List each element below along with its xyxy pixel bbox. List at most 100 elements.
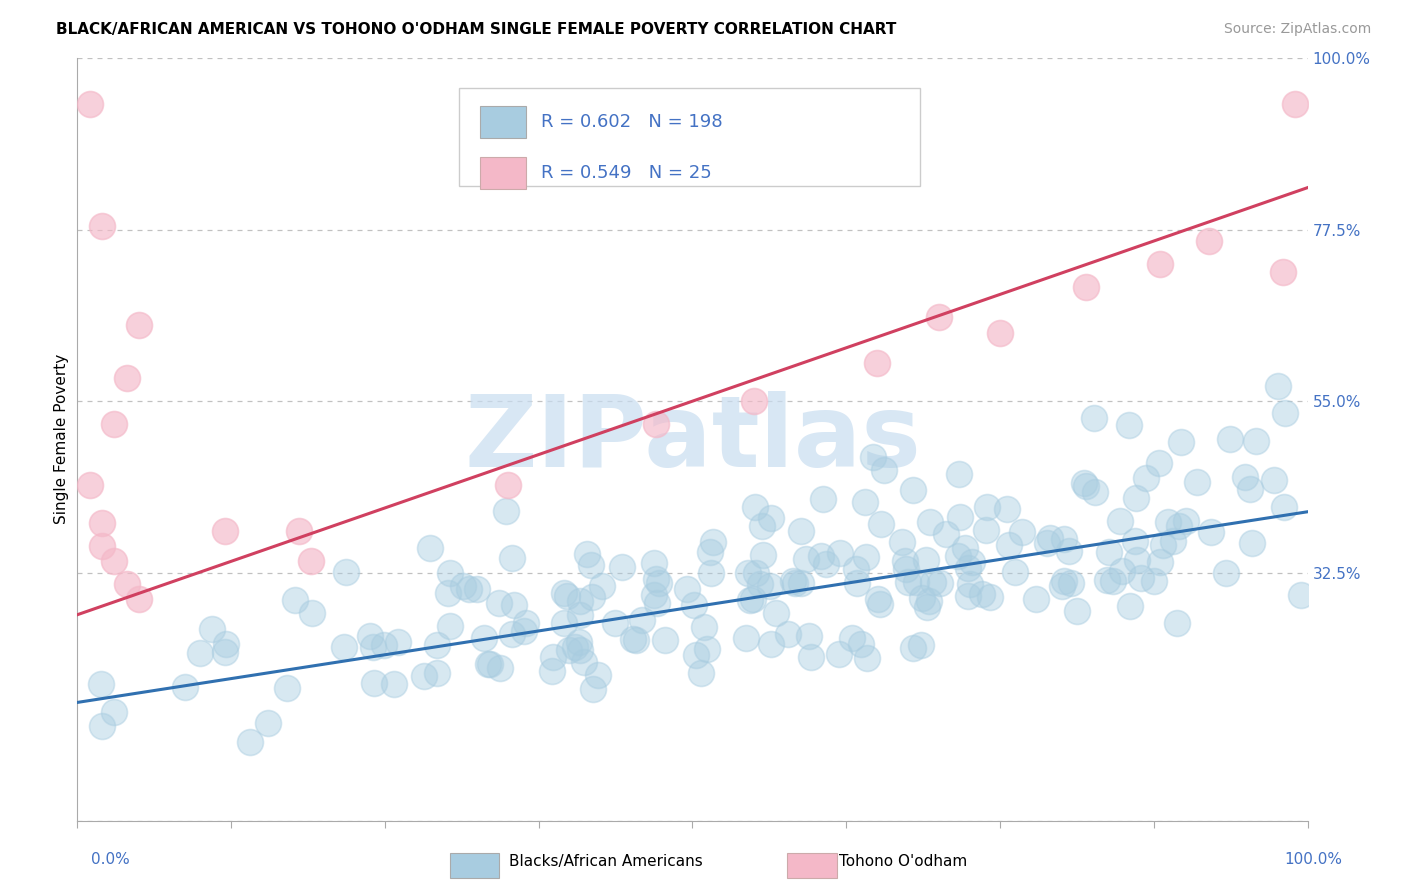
Point xyxy=(922,575,945,590)
Point xyxy=(553,615,575,630)
Point xyxy=(1057,543,1080,558)
Text: R = 0.602   N = 198: R = 0.602 N = 198 xyxy=(541,113,723,131)
Point xyxy=(979,591,1001,605)
Point xyxy=(387,634,409,648)
Point xyxy=(794,552,817,566)
Point xyxy=(737,566,759,581)
Point xyxy=(988,326,1011,340)
Point xyxy=(970,587,993,601)
Text: Tohono O'odham: Tohono O'odham xyxy=(839,855,967,869)
Point xyxy=(1240,535,1263,549)
Point xyxy=(685,648,707,662)
Point xyxy=(782,574,804,588)
Point xyxy=(778,626,800,640)
Point xyxy=(644,572,666,586)
Point xyxy=(79,96,101,111)
Point xyxy=(568,635,591,649)
Point xyxy=(1219,433,1241,447)
Point xyxy=(1233,470,1256,484)
Point xyxy=(90,516,114,531)
Point xyxy=(1157,515,1180,529)
Point xyxy=(555,589,578,603)
Point xyxy=(1101,574,1123,588)
Point xyxy=(1289,588,1312,602)
Point xyxy=(699,545,721,559)
Point xyxy=(215,637,238,651)
Point xyxy=(845,576,868,591)
Point xyxy=(276,681,298,695)
Point xyxy=(1166,616,1188,631)
Point xyxy=(426,638,449,652)
Point xyxy=(603,615,626,630)
Point xyxy=(759,638,782,652)
Point xyxy=(920,515,942,529)
Point xyxy=(901,483,924,498)
Point xyxy=(696,642,718,657)
Point xyxy=(1095,574,1118,588)
Point xyxy=(815,557,838,571)
Point xyxy=(928,575,950,590)
Point xyxy=(572,655,595,669)
Point xyxy=(948,467,970,482)
Point xyxy=(911,591,934,605)
Point xyxy=(1118,418,1140,433)
Point xyxy=(953,541,976,556)
Text: 0.0%: 0.0% xyxy=(91,852,131,867)
Point xyxy=(1185,475,1208,490)
Point xyxy=(363,676,385,690)
Point xyxy=(419,541,441,556)
Text: Source: ZipAtlas.com: Source: ZipAtlas.com xyxy=(1223,22,1371,37)
Point xyxy=(1073,475,1095,490)
Point xyxy=(90,677,112,691)
Point xyxy=(1168,518,1191,533)
Point xyxy=(742,394,765,409)
Point xyxy=(949,510,972,524)
Point xyxy=(904,574,927,589)
Point xyxy=(1076,479,1098,493)
Point xyxy=(853,495,876,509)
Point xyxy=(765,607,787,621)
Point xyxy=(576,547,599,561)
Point xyxy=(956,589,979,603)
Point xyxy=(917,594,939,608)
Point xyxy=(359,629,381,643)
Point xyxy=(700,566,723,580)
Point xyxy=(693,620,716,634)
Point xyxy=(1130,571,1153,585)
Point xyxy=(866,592,889,607)
Point xyxy=(1170,435,1192,450)
Point xyxy=(1143,574,1166,589)
FancyBboxPatch shape xyxy=(458,88,920,186)
Point xyxy=(648,576,671,591)
Point xyxy=(841,631,863,645)
Point xyxy=(288,524,311,538)
Point xyxy=(856,651,879,665)
Point xyxy=(1108,514,1130,528)
Point xyxy=(412,669,434,683)
Point xyxy=(1239,482,1261,496)
Point xyxy=(643,556,665,570)
Point xyxy=(928,310,950,325)
Point xyxy=(1039,531,1062,545)
Point xyxy=(800,650,823,665)
Point xyxy=(866,356,889,370)
Point xyxy=(862,450,884,465)
Point xyxy=(676,582,699,596)
Point xyxy=(827,647,849,661)
Point xyxy=(581,590,603,604)
Bar xyxy=(479,157,526,189)
Point xyxy=(734,632,756,646)
Point xyxy=(214,645,236,659)
Point xyxy=(586,668,609,682)
Point xyxy=(759,511,782,525)
Point xyxy=(1119,599,1142,613)
Point xyxy=(128,318,150,332)
Point xyxy=(568,643,591,657)
Point xyxy=(1053,533,1076,547)
Point xyxy=(103,705,125,719)
Point xyxy=(1025,592,1047,607)
Point xyxy=(437,586,460,600)
Point xyxy=(568,607,591,622)
Point xyxy=(91,719,114,733)
Text: 100.0%: 100.0% xyxy=(1285,852,1343,867)
